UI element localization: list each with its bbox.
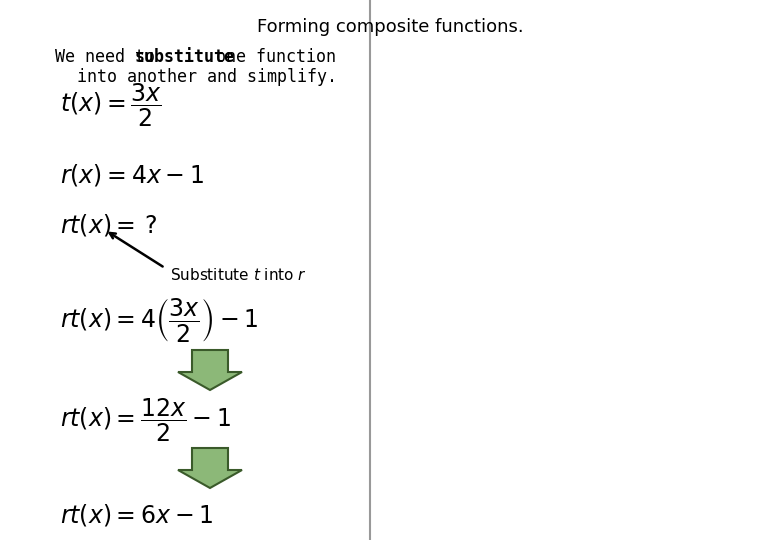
Text: $rt(x) = 6x - 1$: $rt(x) = 6x - 1$ (60, 502, 213, 528)
Text: Forming composite functions.: Forming composite functions. (257, 18, 523, 36)
Text: $t(x) = \dfrac{3x}{2}$: $t(x) = \dfrac{3x}{2}$ (60, 82, 162, 129)
Text: $rt(x) = \,?$: $rt(x) = \,?$ (60, 212, 157, 238)
Text: one function: one function (206, 48, 336, 66)
Polygon shape (178, 350, 242, 390)
Text: We need to: We need to (55, 48, 165, 66)
Text: Substitute $t$ into $r$: Substitute $t$ into $r$ (170, 267, 307, 283)
Polygon shape (178, 448, 242, 488)
Text: $rt(x) = \dfrac{12x}{2} - 1$: $rt(x) = \dfrac{12x}{2} - 1$ (60, 396, 231, 444)
Text: $r(x) = 4x - 1$: $r(x) = 4x - 1$ (60, 162, 204, 188)
Text: substitute: substitute (134, 48, 234, 66)
Text: into another and simplify.: into another and simplify. (76, 68, 337, 86)
Text: $rt(x) = 4\left(\dfrac{3x}{2}\right) - 1$: $rt(x) = 4\left(\dfrac{3x}{2}\right) - 1… (60, 296, 258, 344)
